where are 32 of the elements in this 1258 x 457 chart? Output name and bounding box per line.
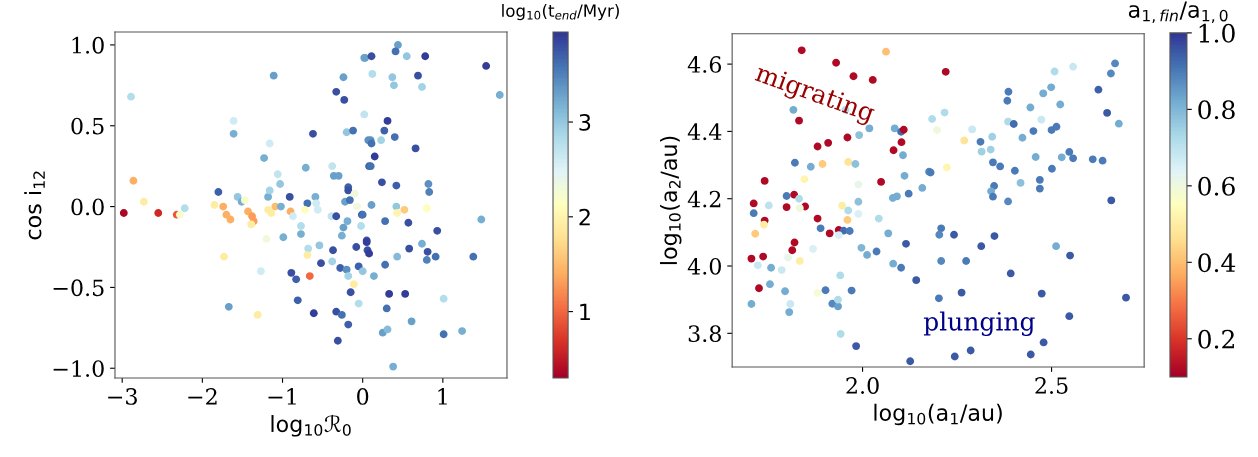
y-axis-title: cos i$_{12}$ bbox=[24, 171, 45, 240]
color-bar-label: 0.4 bbox=[1198, 253, 1236, 273]
color-bar-title: a$_{1,fin}$/a$_{1,0}$ bbox=[1128, 1, 1228, 24]
y-tick-label: −0.5 bbox=[53, 279, 104, 297]
y-tick-label: 0.0 bbox=[71, 198, 104, 216]
color-bar-title: log$_{10}$(t$_{end}$/Myr) bbox=[502, 4, 619, 21]
y-tick-label: 3.8 bbox=[688, 325, 721, 343]
x-tick-label: −3 bbox=[108, 388, 137, 405]
y-tick-label: 4.2 bbox=[687, 190, 721, 208]
x-axis-title: log$_{10}$ℛ$_{0}$ bbox=[271, 414, 351, 437]
color-bar-label: 2 bbox=[579, 208, 590, 226]
y-axis-title: log$_{10}$(a$_{2}$/au) bbox=[659, 136, 682, 265]
y-tick-label: −1.0 bbox=[53, 360, 104, 377]
x-tick-label: −2 bbox=[188, 388, 217, 405]
color-bar-label: 1.0 bbox=[1199, 23, 1235, 43]
color-bar-label: 0.6 bbox=[1198, 176, 1235, 196]
x-tick-label: 0 bbox=[357, 388, 369, 405]
x-tick-label: −1 bbox=[268, 388, 296, 405]
x-tick-label: 2.0 bbox=[846, 377, 879, 394]
y-tick-label: 4.6 bbox=[687, 56, 722, 73]
x-tick-label: 2.5 bbox=[1035, 377, 1068, 394]
y-tick-label: 1.0 bbox=[72, 36, 104, 54]
y-tick-label: 4.0 bbox=[687, 257, 721, 275]
color-bar-label: 0.8 bbox=[1198, 100, 1235, 120]
color-bar-label: 0.2 bbox=[1198, 329, 1234, 349]
y-tick-label: 0.5 bbox=[71, 117, 104, 135]
x-tick-label: 1 bbox=[438, 388, 447, 405]
x-axis-title: log$_{10}$(a$_{1}$/au) bbox=[874, 403, 1002, 426]
annotation: plunging bbox=[923, 311, 1035, 336]
color-bar-label: 1 bbox=[580, 303, 590, 321]
color-bar-label: 3 bbox=[579, 113, 591, 131]
y-tick-label: 4.4 bbox=[687, 123, 722, 141]
